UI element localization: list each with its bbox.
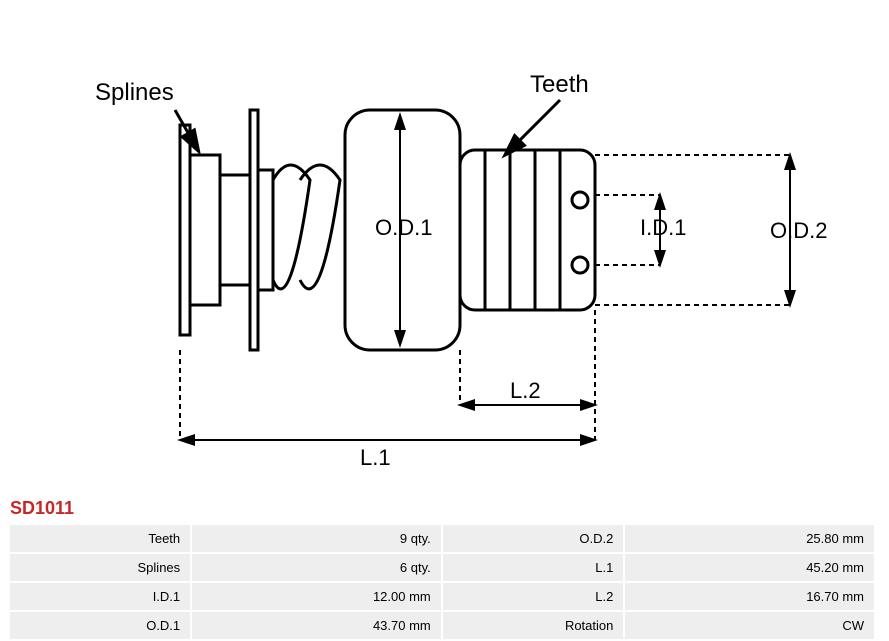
spec-value: 25.80 mm bbox=[625, 525, 874, 552]
spec-value: 43.70 mm bbox=[192, 612, 441, 639]
spec-value: 6 qty. bbox=[192, 554, 441, 581]
spec-label: L.2 bbox=[443, 583, 624, 610]
spec-label: L.1 bbox=[443, 554, 624, 581]
table-row: O.D.1 43.70 mm Rotation CW bbox=[10, 612, 874, 639]
id1-label: I.D.1 bbox=[640, 215, 686, 240]
spec-label: O.D.2 bbox=[443, 525, 624, 552]
od1-label: O.D.1 bbox=[375, 215, 432, 240]
table-row: I.D.1 12.00 mm L.2 16.70 mm bbox=[10, 583, 874, 610]
spec-value: 9 qty. bbox=[192, 525, 441, 552]
spec-label: Teeth bbox=[10, 525, 190, 552]
splines-label: Splines bbox=[95, 79, 174, 106]
spec-table: Teeth 9 qty. O.D.2 25.80 mm Splines 6 qt… bbox=[8, 523, 876, 641]
spec-label: I.D.1 bbox=[10, 583, 190, 610]
l2-label: L.2 bbox=[510, 378, 541, 403]
spec-label: O.D.1 bbox=[10, 612, 190, 639]
l1-label: L.1 bbox=[360, 445, 391, 470]
teeth-label: Teeth bbox=[530, 71, 589, 98]
spec-value: 12.00 mm bbox=[192, 583, 441, 610]
spec-label: Splines bbox=[10, 554, 190, 581]
diagram-svg: Splines Teeth O.D.1 O.D.2 I.D.1 L.1 L.2 bbox=[0, 0, 889, 490]
table-row: Splines 6 qty. L.1 45.20 mm bbox=[10, 554, 874, 581]
spec-label: Rotation bbox=[443, 612, 624, 639]
spec-value: 16.70 mm bbox=[625, 583, 874, 610]
od2-label: O.D.2 bbox=[770, 218, 827, 243]
spec-value: CW bbox=[625, 612, 874, 639]
part-number: SD1011 bbox=[10, 498, 889, 519]
table-row: Teeth 9 qty. O.D.2 25.80 mm bbox=[10, 525, 874, 552]
technical-diagram: Splines Teeth O.D.1 O.D.2 I.D.1 L.1 L.2 bbox=[0, 0, 889, 490]
spec-value: 45.20 mm bbox=[625, 554, 874, 581]
